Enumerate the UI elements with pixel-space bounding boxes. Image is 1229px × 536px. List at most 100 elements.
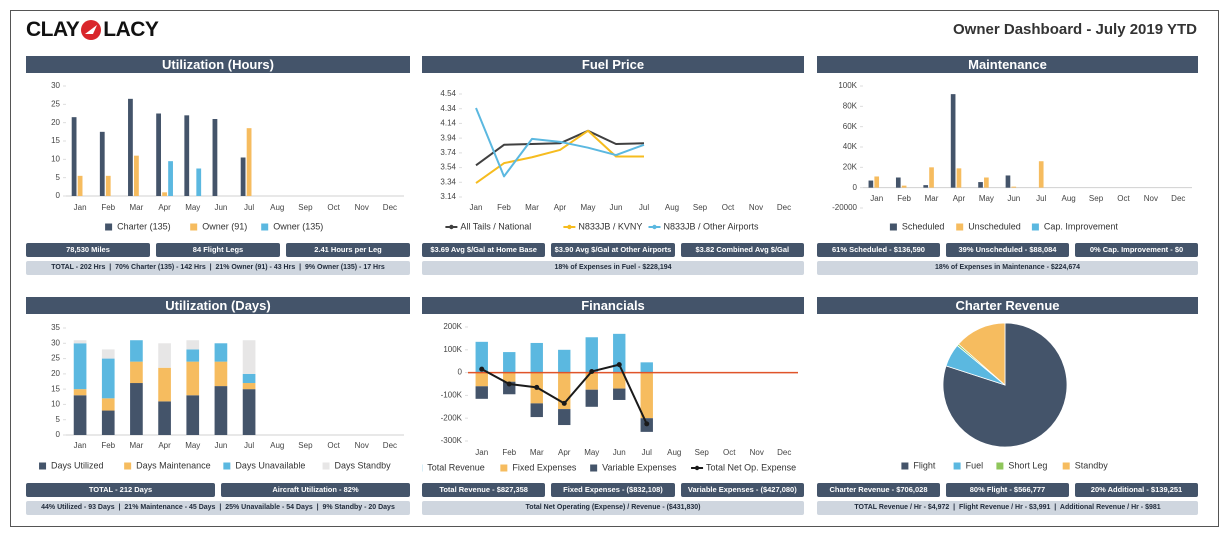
line-marker: [644, 421, 650, 427]
y-tick-label: 60K: [843, 122, 858, 131]
legend-swatch: [322, 462, 330, 470]
bar-segment: [640, 372, 653, 419]
x-tick-label: Sep: [693, 203, 708, 212]
x-tick-label: Feb: [502, 448, 516, 457]
bar-segment: [242, 389, 256, 435]
legend-swatch: [901, 462, 909, 470]
stat-box: $3.69 Avg $/Gal at Home Base: [422, 243, 546, 257]
legend-label: Days Unavailable: [235, 460, 305, 470]
bar-segment: [530, 342, 543, 373]
y-tick-label: 80K: [843, 101, 858, 110]
bar-segment: [558, 409, 571, 426]
x-tick-label: Dec: [383, 203, 397, 212]
x-tick-label: Aug: [1062, 194, 1076, 203]
legend-label: Variable Expenses: [602, 462, 677, 472]
legend-label: Short Leg: [1008, 460, 1047, 470]
y-tick-label: 100K: [443, 345, 462, 354]
y-tick-label: -100K: [441, 391, 463, 400]
bar-segment: [214, 386, 228, 435]
chart: 0 5 10 15 20 25 30 35 Jan Feb Mar Apr May Jun Jul Aug Se…: [26, 318, 410, 478]
panel-title: Charter Revenue: [817, 297, 1198, 314]
bar-segment: [475, 386, 488, 399]
x-tick-label: May: [185, 203, 200, 212]
line-marker: [534, 384, 540, 390]
logo-right: LACY: [103, 18, 159, 41]
stat-box: 61% Scheduled - $136,590: [817, 243, 940, 257]
bar: [246, 128, 252, 196]
bar: [240, 157, 246, 196]
legend-label: Days Standby: [335, 460, 392, 470]
bar: [950, 94, 956, 188]
legend-swatch: [590, 464, 598, 472]
legend-swatch: [953, 462, 961, 470]
dashboard-title: Owner Dashboard - July 2019 YTD: [953, 21, 1197, 38]
x-tick-label: Oct: [1117, 194, 1130, 203]
y-tick-label: 3.94: [440, 133, 456, 142]
chart: -300K -200K -100K 0 100K 200K Jan Feb Mar Apr May J…: [422, 318, 804, 478]
bar: [128, 98, 133, 196]
bar-segment: [503, 372, 516, 382]
legend-dot: [449, 224, 454, 230]
logo: CLAY LACY: [26, 18, 159, 42]
legend-swatch: [39, 462, 47, 470]
x-tick-label: Dec: [1171, 194, 1185, 203]
panel: Fuel Price 3.14 3.34 3.54 3.74 3.94 4.14 4.34 4.…: [422, 56, 804, 276]
legend-label: Days Utilized: [51, 460, 104, 470]
y-tick-label: 40K: [843, 142, 858, 151]
x-tick-label: Oct: [723, 448, 736, 457]
x-tick-label: May: [979, 194, 994, 203]
x-tick-label: Nov: [355, 441, 369, 450]
bar-segment: [101, 358, 115, 399]
x-tick-label: Mar: [530, 448, 544, 457]
x-tick-label: Mar: [525, 203, 539, 212]
legend-label: N833JB / Other Airports: [664, 221, 760, 231]
line-marker: [616, 362, 622, 368]
y-tick-label: 30: [51, 338, 60, 347]
x-tick-label: Feb: [101, 441, 115, 450]
bar: [978, 182, 983, 188]
stats: 61% Scheduled - $136,590 39% Unscheduled …: [817, 243, 1198, 257]
x-tick-label: Oct: [327, 441, 340, 450]
y-tick-label: 3.34: [440, 177, 456, 186]
bar: [874, 176, 880, 188]
line-marker: [589, 368, 595, 374]
chart: Flight Fuel Short Leg Standby: [817, 318, 1198, 478]
bar-segment: [214, 343, 228, 362]
legend-label: Scheduled: [902, 221, 945, 231]
y-tick-label: 3.14: [440, 192, 456, 201]
stat-box: Fixed Expenses - ($832,108): [551, 483, 675, 497]
y-tick-label: 4.54: [440, 89, 456, 98]
bar-segment: [475, 372, 488, 387]
x-tick-label: Jul: [639, 203, 649, 212]
y-tick-label: 0: [56, 430, 61, 439]
bar-segment: [130, 383, 143, 435]
legend-dot: [694, 465, 700, 471]
line-series: [475, 129, 645, 167]
x-tick-label: May: [185, 441, 200, 450]
stat-box: $3.82 Combined Avg $/Gal: [680, 243, 804, 257]
summary-bar: 18% of Expenses in Maintenance - $224,67…: [817, 261, 1198, 275]
bar-segment: [640, 362, 653, 373]
y-tick-label: 0: [56, 191, 61, 200]
x-tick-label: Aug: [665, 203, 679, 212]
x-tick-label: Aug: [270, 441, 284, 450]
legend-swatch: [261, 223, 269, 231]
x-tick-label: Apr: [558, 448, 571, 457]
y-tick-label: 20K: [843, 162, 858, 171]
legend-label: Charter (135): [117, 221, 171, 231]
bar-segment: [130, 361, 143, 384]
legend-label: Total Net Op. Expense: [706, 462, 796, 472]
bar: [895, 177, 901, 188]
y-tick-label: 25: [51, 99, 60, 108]
stats: $3.69 Avg $/Gal at Home Base $3.90 Avg $/…: [422, 243, 804, 257]
logo-mark: [81, 20, 102, 40]
y-tick-label: 10: [51, 400, 60, 409]
x-tick-label: Jul: [1036, 194, 1046, 203]
legend-label: Total Revenue: [427, 462, 485, 472]
y-tick-label: 100K: [838, 81, 857, 90]
y-tick-label: 25: [51, 354, 60, 363]
x-tick-label: Dec: [777, 448, 791, 457]
legend-label: Cap. Improvement: [1044, 221, 1119, 231]
bar: [134, 155, 139, 196]
